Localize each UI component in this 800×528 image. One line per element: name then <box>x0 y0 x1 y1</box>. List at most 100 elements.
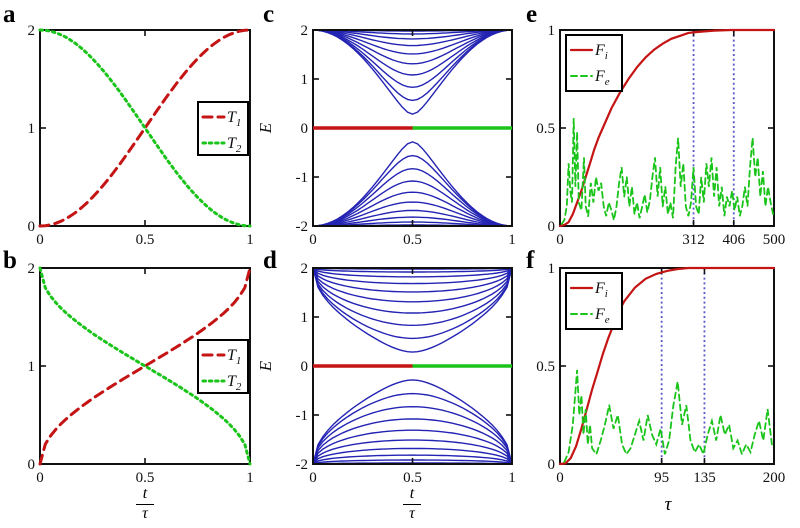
xaxis-label-b-fraction: t τ <box>130 485 160 523</box>
y-tick-label: 1 <box>28 359 36 375</box>
fraction-numerator: t <box>409 485 415 502</box>
legend-box <box>197 339 249 394</box>
energy-band-curve <box>312 267 513 293</box>
energy-band-curve <box>312 418 513 465</box>
y-tick-label: 0 <box>301 121 309 137</box>
y-tick-label: 2 <box>301 261 309 277</box>
panel-e: 0 312 406 500 0 0.5 1 Fi Fe <box>536 23 785 248</box>
energy-band-curve <box>312 267 513 285</box>
energy-band-curve <box>312 454 513 465</box>
y-tick-label: 1 <box>301 310 309 326</box>
series-Fi <box>558 266 776 466</box>
panel-label-b: b <box>3 247 17 274</box>
legend-e: Fi Fe <box>565 34 623 92</box>
energy-band-curve <box>312 439 513 465</box>
energy-band-curve <box>312 392 513 465</box>
y-tick-label: 0 <box>28 457 36 473</box>
energy-band-curve <box>312 201 513 227</box>
y-tick-label: 0.5 <box>536 359 555 375</box>
legend-box <box>197 101 249 156</box>
panel-label-c: c <box>263 1 275 28</box>
y-axis-label: E <box>256 360 275 372</box>
panel-label-a: a <box>3 1 16 28</box>
x-tick-label: 0.5 <box>403 232 422 248</box>
panel-label-f: f <box>526 247 535 274</box>
energy-band-curve <box>312 405 513 465</box>
y-tick-label: 2 <box>301 23 309 39</box>
y-tick-label: 1 <box>548 261 556 277</box>
y-tick-label: 2 <box>28 261 36 277</box>
legend-label-T1: T1 <box>227 109 241 129</box>
y-axis-label: E <box>256 122 275 134</box>
fraction-denominator: τ <box>142 504 148 522</box>
energy-band-curve <box>312 267 513 327</box>
energy-band-curve <box>312 180 513 227</box>
energy-band-curve <box>312 191 513 227</box>
legend-label-Fe: Fe <box>594 306 610 326</box>
energy-band-curve <box>312 447 513 465</box>
fraction-bar <box>403 503 421 505</box>
panel-f: 0 95 135 200 0 0.5 1 Fi Fe <box>536 261 785 486</box>
y-tick-label: 0.5 <box>536 121 555 137</box>
xaxis-label-d-fraction: t τ <box>397 485 427 523</box>
x-tick-label: 0 <box>36 470 44 486</box>
legend-label-T2: T2 <box>227 135 242 155</box>
y-tick-label: 2 <box>28 23 36 39</box>
x-tick-label: 406 <box>723 232 746 248</box>
x-tick-label: 312 <box>682 232 705 248</box>
x-tick-label: 0 <box>556 232 564 248</box>
y-tick-label: -1 <box>296 408 309 424</box>
energy-band-curve <box>312 29 513 40</box>
legend-label-T2: T2 <box>227 373 242 393</box>
fraction-bar <box>136 503 154 505</box>
y-tick-label: 0 <box>28 219 36 235</box>
energy-band-curve <box>312 267 513 278</box>
energy-band-curve <box>312 267 513 340</box>
panel-d: 0 0.5 1 -2 -1 0 1 2 E <box>256 261 516 486</box>
legend-f: Fi Fe <box>565 272 623 330</box>
fraction-numerator: t <box>142 485 148 502</box>
energy-band-curve <box>312 29 513 65</box>
legend-box <box>565 34 623 92</box>
x-tick-label: 0 <box>556 470 564 486</box>
legend-label-T1: T1 <box>227 347 241 367</box>
energy-band-curve <box>312 29 513 55</box>
y-tick-label: -2 <box>296 219 309 235</box>
series-Fe <box>560 118 774 225</box>
x-tick-label: 0.5 <box>136 232 155 248</box>
legend-label-Fe: Fe <box>594 68 610 88</box>
y-tick-label: -2 <box>296 457 309 473</box>
y-tick-label: 1 <box>301 72 309 88</box>
panel-label-e: e <box>526 1 538 28</box>
energy-band-curve <box>312 29 513 89</box>
y-tick-label: 0 <box>548 219 556 235</box>
energy-band-curve <box>312 209 513 227</box>
x-tick-label: 0 <box>309 470 317 486</box>
legend-box <box>565 272 623 330</box>
legend-label-Fi: Fi <box>594 280 608 300</box>
x-tick-label: 500 <box>763 232 786 248</box>
x-tick-label: 95 <box>654 470 669 486</box>
series-T2 <box>38 266 252 466</box>
energy-band-curve <box>312 29 513 115</box>
y-tick-label: 0 <box>548 457 556 473</box>
energy-band-curve <box>312 29 513 76</box>
legend-label-Fi: Fi <box>594 42 608 62</box>
x-tick-label: 0.5 <box>403 470 422 486</box>
energy-band-curve <box>312 216 513 227</box>
y-tick-label: 1 <box>28 121 36 137</box>
energy-band-curve <box>312 267 513 353</box>
y-tick-label: -1 <box>296 170 309 186</box>
fraction-denominator: τ <box>409 504 415 522</box>
panel-label-d: d <box>263 247 277 274</box>
x-tick-label: 1 <box>508 470 516 486</box>
x-tick-label: 1 <box>508 232 516 248</box>
energy-band-curve <box>312 29 513 47</box>
x-tick-label: 0 <box>309 232 317 248</box>
x-tick-label: 200 <box>763 470 786 486</box>
energy-band-curve <box>312 267 513 303</box>
